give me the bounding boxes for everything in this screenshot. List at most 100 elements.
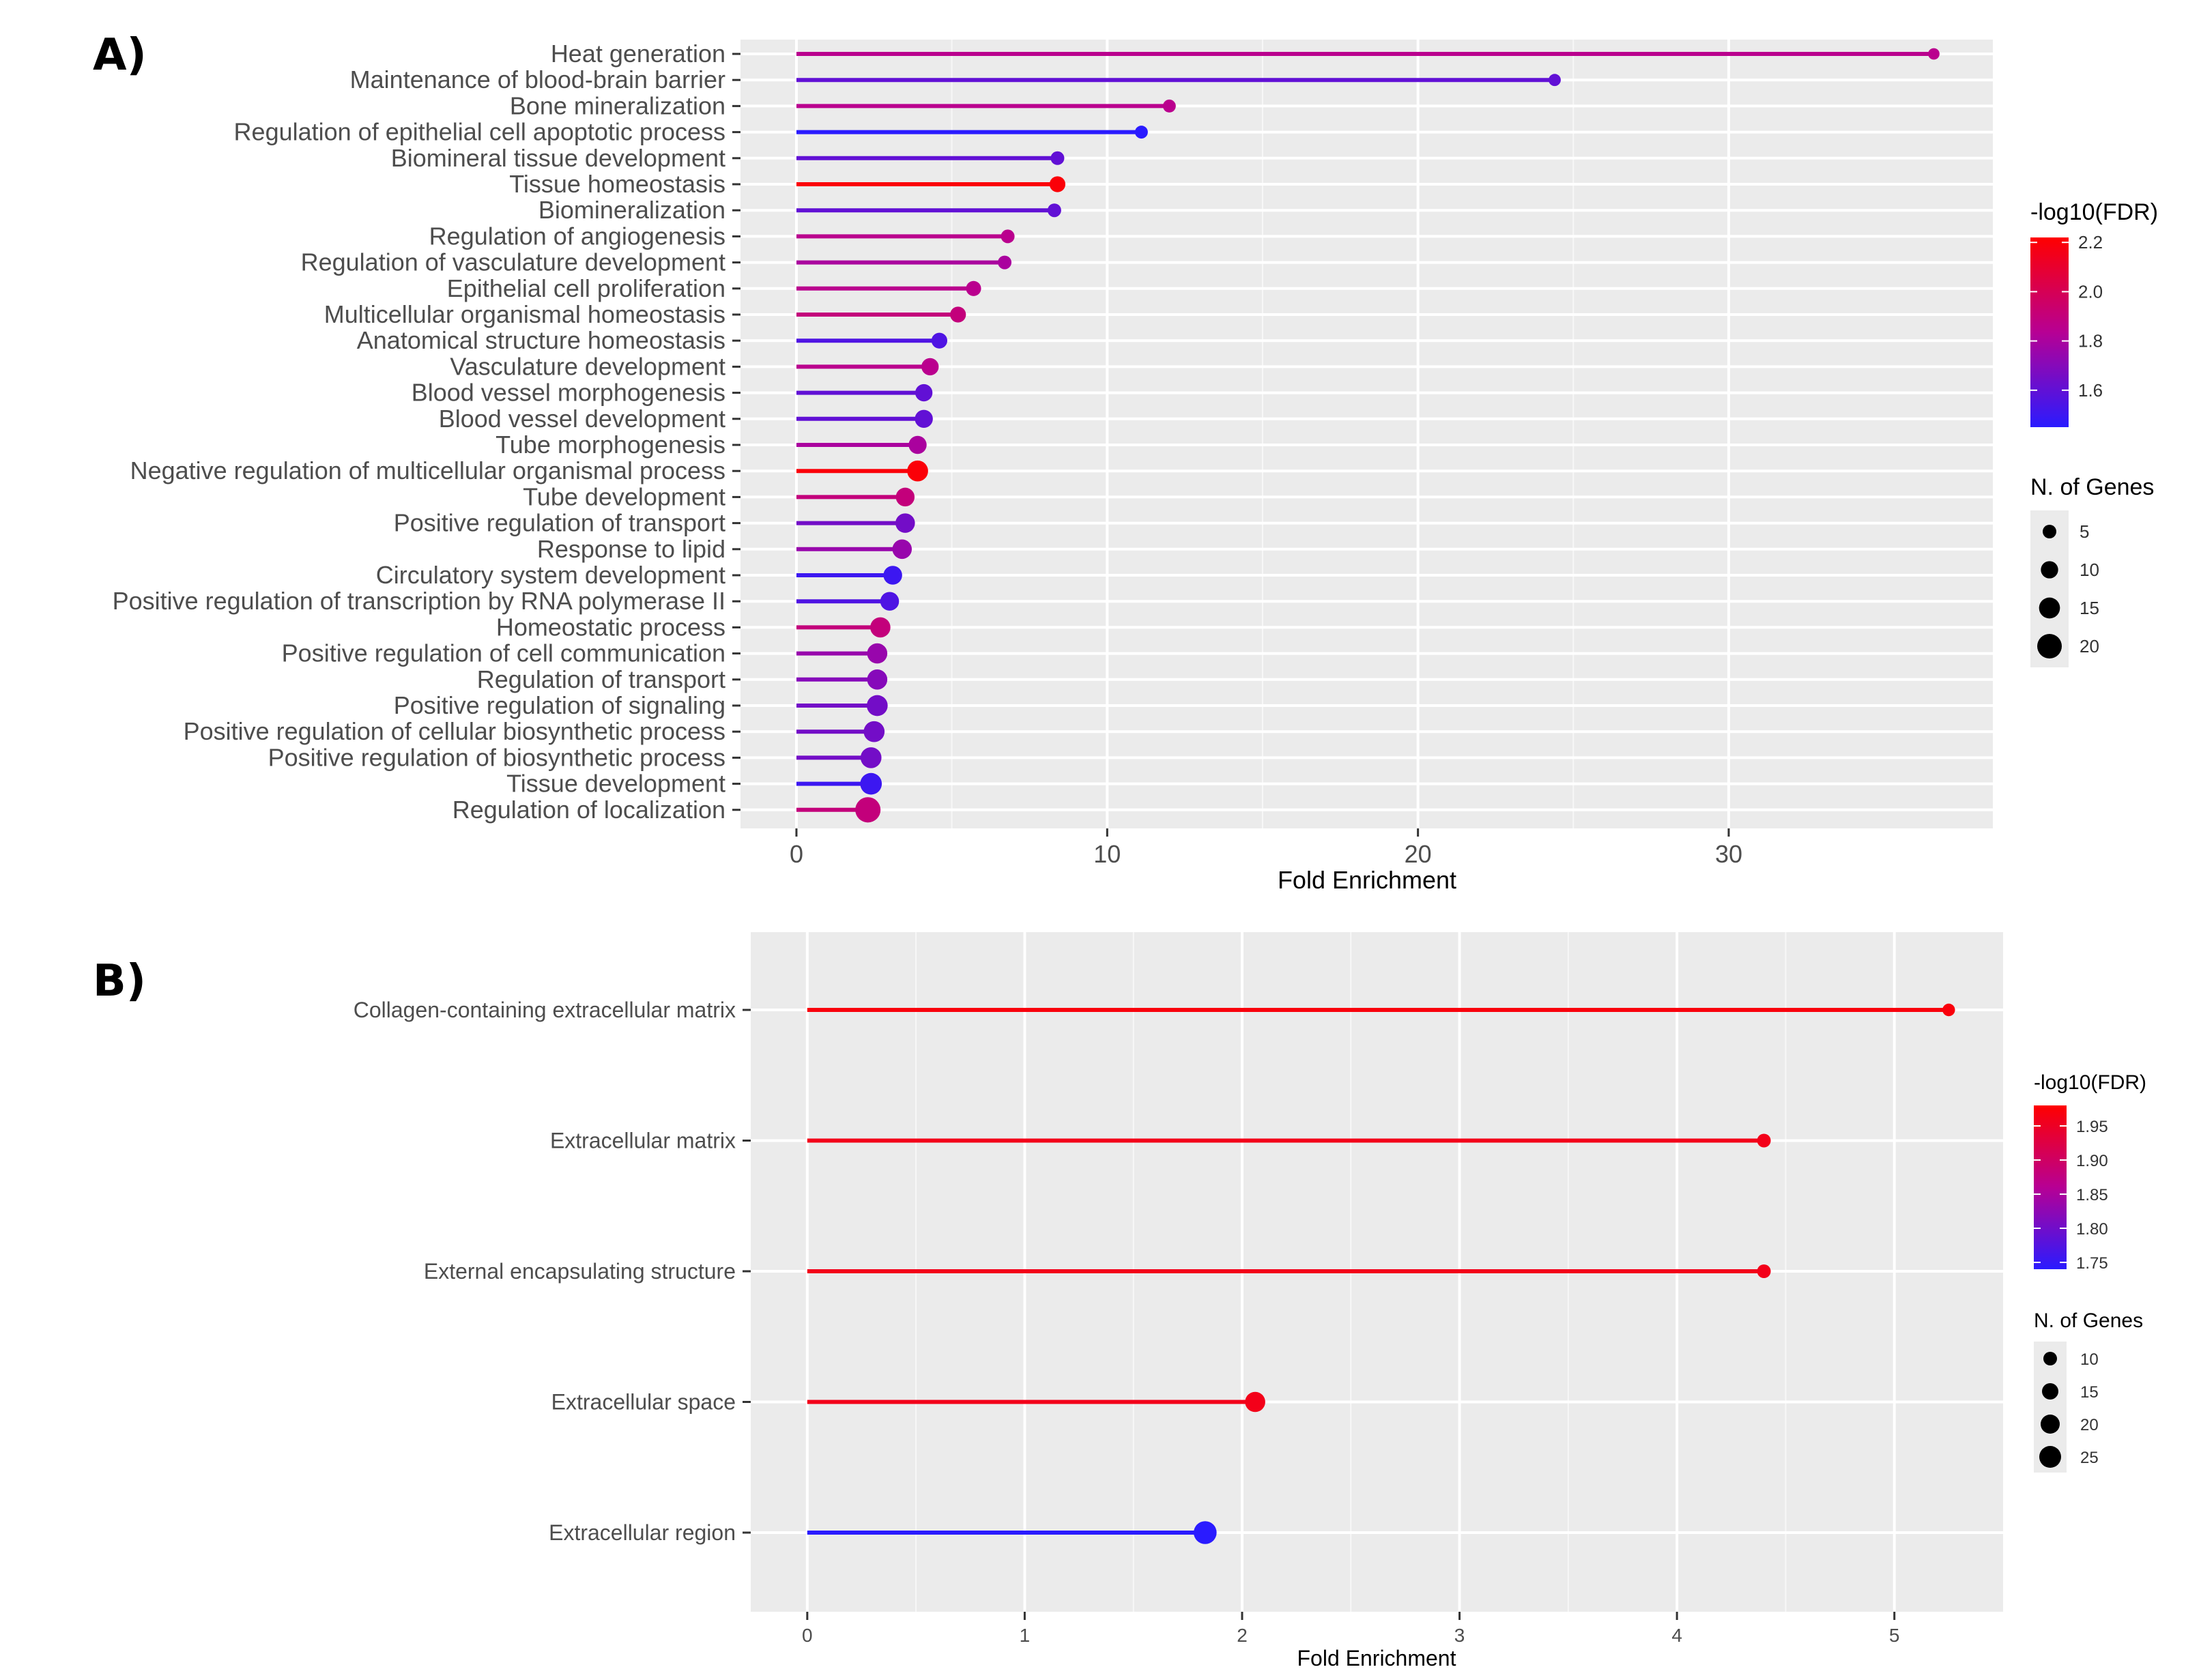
lollipop-point: [855, 797, 881, 823]
y-tick-label: Tissue development: [506, 770, 725, 798]
size-key-dot: [2041, 1415, 2060, 1434]
y-tick-label: Extracellular space: [551, 1390, 736, 1415]
lollipop-point: [880, 592, 900, 611]
color-legend-title-a: -log10(FDR): [2030, 199, 2158, 225]
color-bar-tick-label: 1.6: [2078, 380, 2103, 401]
y-tick-label: Positive regulation of cell communicatio…: [282, 639, 725, 667]
lollipop-point: [867, 695, 888, 716]
size-key-label: 15: [2080, 598, 2099, 618]
x-tick-label: 0: [790, 840, 803, 868]
y-tick-label: Regulation of angiogenesis: [429, 222, 725, 250]
lollipop-point: [921, 358, 939, 376]
size-key-dot: [2037, 634, 2062, 658]
size-key-label: 15: [2080, 1383, 2099, 1402]
lollipop-point: [1245, 1391, 1265, 1413]
x-axis-title-a: Fold Enrichment: [1278, 866, 1456, 894]
y-tick-label: Blood vessel morphogenesis: [412, 379, 725, 407]
x-tick-label: 10: [1093, 840, 1121, 868]
size-key-dot: [2043, 525, 2056, 538]
size-key-dot: [2041, 561, 2058, 579]
lollipop-point: [1047, 203, 1061, 218]
y-tick-label: Epithelial cell proliferation: [447, 274, 725, 302]
y-tick-label: Heat generation: [551, 40, 725, 68]
color-bar-tick-label: 1.80: [2076, 1220, 2108, 1239]
size-key-dot: [2042, 1383, 2058, 1400]
color-bar-a: [2030, 237, 2069, 427]
color-bar-tick-label: 1.90: [2076, 1152, 2108, 1170]
y-tick-label: Regulation of transport: [477, 665, 725, 693]
lollipop-point: [867, 669, 888, 690]
lollipop-point: [860, 772, 882, 795]
y-tick-label: Collagen-containing extracellular matrix: [354, 998, 736, 1022]
lollipop-point: [1194, 1521, 1217, 1544]
lollipop-point: [1001, 229, 1015, 244]
y-tick-label: Circulatory system development: [376, 561, 725, 589]
color-bar-tick-label: 2.0: [2078, 281, 2103, 302]
color-bar-tick-label: 1.85: [2076, 1186, 2108, 1204]
lollipop-point: [870, 617, 891, 638]
lollipop-point: [908, 435, 927, 454]
x-tick-label: 5: [1889, 1625, 1900, 1646]
color-legend-b: -log10(FDR) 1.95 1.90 1.85 1.80 1.75: [2034, 1071, 2146, 1273]
y-tick-label: Extracellular matrix: [550, 1129, 736, 1153]
x-tick-label: 20: [1405, 840, 1432, 868]
lollipop-point: [1757, 1133, 1771, 1148]
y-tick-label: Anatomical structure homeostasis: [357, 326, 725, 354]
y-tick-label: Maintenance of blood-brain barrier: [350, 66, 725, 93]
y-tick-label: Multicellular organismal homeostasis: [324, 300, 725, 328]
panel-b-letter: B): [93, 956, 146, 1006]
lollipop-point: [1162, 99, 1176, 113]
y-tick-label: Homeostatic process: [496, 613, 725, 641]
size-key-label: 10: [2080, 1350, 2099, 1369]
y-tick-label: External encapsulating structure: [424, 1259, 736, 1284]
lollipop-point: [915, 409, 933, 428]
color-bar-tick-label: 1.75: [2076, 1254, 2108, 1273]
x-tick-label: 4: [1671, 1625, 1682, 1646]
y-tick-label: Positive regulation of biosynthetic proc…: [268, 743, 725, 771]
lollipop-point: [860, 747, 882, 768]
y-tick-label: Biomineralization: [538, 196, 725, 224]
lollipop-point: [895, 513, 915, 533]
color-legend-title-b: -log10(FDR): [2034, 1071, 2146, 1094]
lollipop-point: [1134, 126, 1148, 139]
size-key-label: 20: [2080, 1416, 2099, 1434]
y-tick-label: Negative regulation of multicellular org…: [130, 457, 725, 484]
lollipop-point: [1757, 1264, 1771, 1278]
lollipop-point: [1050, 151, 1065, 165]
y-tick-label: Biomineral tissue development: [391, 144, 725, 172]
lollipop-point: [892, 539, 912, 560]
size-key-dot: [2039, 597, 2060, 619]
color-legend-a: -log10(FDR) 2.2 2.0 1.8 1.6: [2030, 199, 2158, 427]
color-bar-tick-label: 2.2: [2078, 232, 2103, 252]
size-key-label: 25: [2080, 1449, 2099, 1467]
y-tick-label: Tube morphogenesis: [495, 431, 725, 459]
size-key-label: 10: [2080, 560, 2099, 580]
lollipop-point: [867, 643, 888, 664]
size-key-dot: [2043, 1352, 2057, 1365]
size-legend-title-a: N. of Genes: [2030, 474, 2154, 500]
y-tick-label: Bone mineralization: [510, 91, 725, 119]
y-tick-label: Positive regulation of transcription by …: [113, 587, 725, 615]
size-legend-b: N. of Genes 10 15 20 25: [2034, 1309, 2143, 1473]
x-tick-label: 2: [1237, 1625, 1248, 1646]
y-tick-label: Regulation of epithelial cell apoptotic …: [234, 118, 725, 146]
x-tick-label: 0: [802, 1625, 813, 1646]
y-tick-label: Positive regulation of transport: [394, 509, 725, 537]
lollipop-point: [883, 566, 902, 585]
color-bar-b: [2034, 1105, 2067, 1269]
x-tick-label: 3: [1454, 1625, 1465, 1646]
panel-a-letter: A): [93, 30, 147, 81]
lollipop-point: [950, 306, 966, 323]
lollipop-point: [863, 721, 885, 742]
lollipop-point: [966, 280, 981, 296]
lollipop-point: [931, 332, 948, 349]
y-tick-label: Tissue homeostasis: [509, 170, 725, 198]
color-bar-tick-label: 1.8: [2078, 331, 2103, 351]
lollipop-point: [1549, 74, 1561, 87]
x-axis-title-b: Fold Enrichment: [1297, 1646, 1456, 1670]
y-tick-label: Positive regulation of cellular biosynth…: [184, 717, 725, 745]
lollipop-point: [998, 255, 1012, 270]
y-tick-label: Response to lipid: [537, 535, 725, 563]
y-tick-label: Blood vessel development: [439, 405, 725, 433]
